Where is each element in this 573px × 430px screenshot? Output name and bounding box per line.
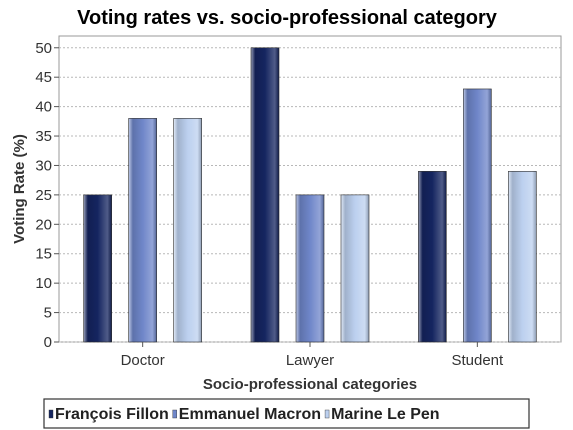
- chart-title: Voting rates vs. socio-professional cate…: [77, 7, 498, 29]
- x-tick-label: Doctor: [121, 352, 165, 369]
- bar-doctor-series-1: [83, 194, 112, 343]
- legend-swatch: [172, 409, 177, 419]
- bar-doctor-series-3: [173, 118, 202, 343]
- y-tick-label: 30: [35, 157, 52, 174]
- legend-swatch: [48, 409, 54, 419]
- y-tick-label: 35: [35, 128, 52, 145]
- y-tick-label: 40: [35, 99, 52, 116]
- bar-lawyer-series-3: [340, 194, 370, 343]
- x-axis-title: Socio-professional categories: [203, 376, 417, 393]
- bar-doctor-series-2: [128, 118, 157, 343]
- y-axis-ticks: 0 5 10 15 20 25 30 35 40 45 50: [35, 40, 59, 351]
- y-axis-title: Voting Rate (%): [11, 134, 28, 244]
- legend-box: [43, 398, 530, 429]
- y-tick-label: 0: [44, 334, 52, 351]
- legend-entry: Emmanuel Macron: [179, 406, 321, 423]
- bar-student-series-3: [508, 171, 537, 343]
- y-tick-label: 15: [35, 246, 52, 263]
- bar-lawyer-series-1: [250, 47, 280, 343]
- bar-student-series-2: [463, 88, 492, 343]
- legend-swatch: [324, 409, 330, 419]
- bar-student-series-1: [418, 171, 447, 343]
- y-tick-label: 25: [35, 187, 52, 204]
- x-tick-label: Student: [451, 352, 504, 369]
- legend-entry: Marine Le Pen: [331, 406, 439, 423]
- legend-entry: François Fillon: [55, 406, 169, 423]
- x-tick-label: Lawyer: [286, 352, 334, 369]
- y-tick-label: 20: [35, 216, 52, 233]
- x-axis-ticks: Doctor Lawyer Student: [121, 342, 504, 369]
- bar-lawyer-series-2: [295, 194, 325, 343]
- y-tick-label: 10: [35, 275, 52, 292]
- bars: [83, 47, 537, 343]
- legend: François Fillon Emmanuel Macron Marine Le …: [43, 398, 530, 429]
- y-tick-label: 45: [35, 69, 52, 86]
- y-tick-label: 5: [44, 305, 52, 322]
- y-tick-label: 50: [35, 40, 52, 57]
